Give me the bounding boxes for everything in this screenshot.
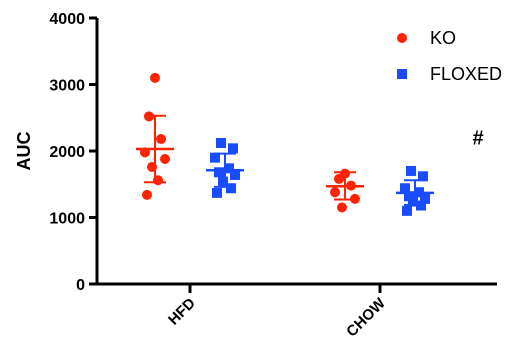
point-floxed-hfd — [226, 183, 236, 194]
point-floxed-chow — [404, 191, 414, 202]
x-tick-label-chow: CHOW — [343, 294, 389, 340]
point-ko-hfd — [160, 153, 170, 164]
point-ko-hfd — [147, 161, 157, 172]
point-ko-hfd — [153, 175, 163, 186]
point-floxed-chow — [400, 183, 410, 194]
y-tick-label: 3000 — [49, 78, 85, 95]
annotations: # — [472, 128, 483, 150]
legend-label-floxed: FLOXED — [430, 64, 502, 84]
point-floxed-chow — [406, 165, 416, 176]
y-tick-label: 2000 — [49, 144, 85, 161]
point-floxed-chow — [420, 193, 430, 204]
marks-layer — [136, 72, 434, 216]
point-ko-hfd — [156, 134, 166, 145]
point-floxed-chow — [402, 205, 412, 216]
point-floxed-hfd — [230, 169, 240, 180]
point-floxed-hfd — [210, 152, 220, 163]
legend-marker-ko — [397, 33, 407, 43]
x-tick-label-hfd: HFD — [165, 295, 199, 329]
point-floxed-chow — [418, 171, 428, 182]
point-ko-hfd — [142, 189, 152, 200]
point-floxed-chow — [416, 200, 426, 211]
point-floxed-hfd — [212, 187, 222, 198]
point-ko-chow — [334, 173, 344, 184]
annotation-significance: # — [472, 128, 483, 150]
legend: KO FLOXED — [397, 28, 502, 84]
point-ko-hfd — [144, 111, 154, 122]
point-floxed-hfd — [228, 143, 238, 154]
point-ko-hfd — [150, 72, 160, 83]
point-floxed-hfd — [224, 163, 234, 174]
legend-marker-floxed — [397, 69, 407, 79]
y-tick-label: 1000 — [49, 211, 85, 228]
y-tick-label: 4000 — [49, 11, 85, 28]
point-floxed-hfd — [214, 167, 224, 178]
point-ko-chow — [337, 202, 347, 213]
y-axis-title: AUC — [14, 132, 34, 171]
legend-label-ko: KO — [430, 28, 456, 48]
point-ko-chow — [330, 187, 340, 198]
point-floxed-hfd — [218, 176, 228, 187]
y-tick-label: 0 — [76, 277, 85, 294]
point-ko-chow — [350, 193, 360, 204]
point-floxed-hfd — [216, 138, 226, 149]
point-floxed-chow — [408, 196, 418, 207]
